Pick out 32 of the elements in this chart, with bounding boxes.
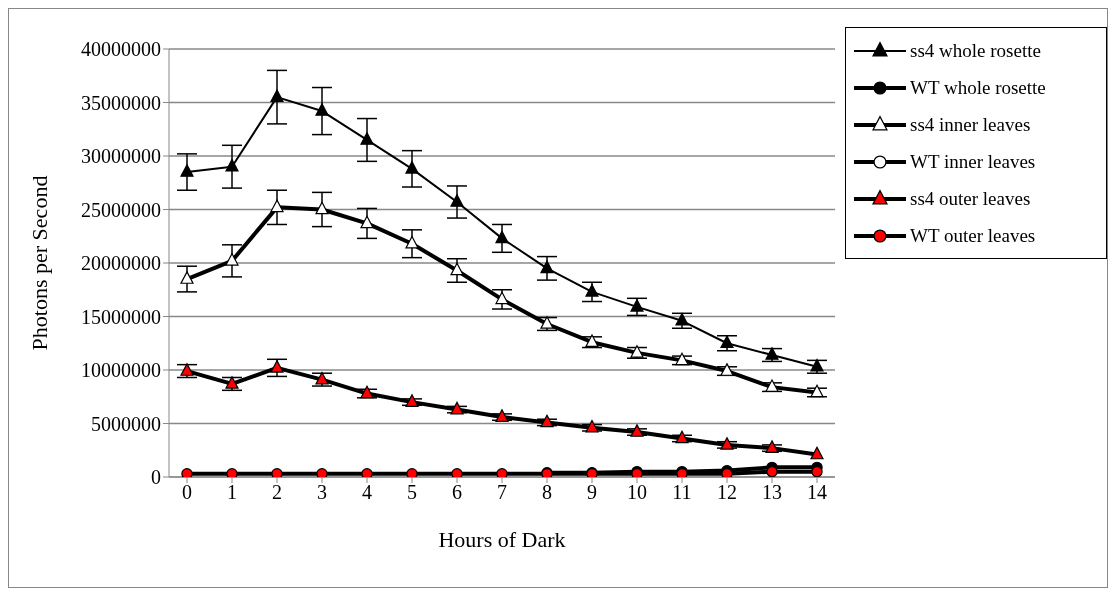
y-tick-label: 40000000 bbox=[81, 38, 161, 61]
x-tick-label: 0 bbox=[182, 481, 192, 504]
x-tick-label: 8 bbox=[542, 481, 552, 504]
legend-label: ss4 whole rosette bbox=[910, 39, 1041, 62]
x-tick-label: 11 bbox=[672, 481, 692, 504]
legend-label: ss4 inner leaves bbox=[910, 113, 1031, 136]
x-tick-label: 13 bbox=[762, 481, 782, 504]
x-tick-label: 3 bbox=[317, 481, 327, 504]
y-tick-label: 25000000 bbox=[81, 198, 161, 221]
legend-label: WT whole rosette bbox=[910, 76, 1046, 99]
y-tick-label: 10000000 bbox=[81, 359, 161, 382]
y-tick-label: 30000000 bbox=[81, 145, 161, 168]
legend-label: WT inner leaves bbox=[910, 150, 1036, 173]
legend-label: WT outer leaves bbox=[910, 224, 1036, 247]
x-tick-label: 14 bbox=[807, 481, 827, 504]
x-tick-label: 7 bbox=[497, 481, 507, 504]
x-tick-label: 2 bbox=[272, 481, 282, 504]
x-tick-label: 1 bbox=[227, 481, 237, 504]
x-tick-label: 12 bbox=[717, 481, 737, 504]
y-tick-label: 0 bbox=[151, 466, 161, 489]
x-tick-label: 6 bbox=[452, 481, 462, 504]
y-axis-title: Photons per Second bbox=[26, 175, 52, 351]
x-tick-label: 5 bbox=[407, 481, 417, 504]
y-tick-label: 35000000 bbox=[81, 91, 161, 114]
legend-label: ss4 outer leaves bbox=[910, 187, 1031, 210]
x-axis-title: Hours of Dark bbox=[438, 527, 566, 552]
x-tick-label: 10 bbox=[627, 481, 647, 504]
y-tick-label: 15000000 bbox=[81, 305, 161, 328]
x-tick-label: 9 bbox=[587, 481, 597, 504]
y-tick-label: 5000000 bbox=[91, 412, 161, 435]
y-tick-label: 20000000 bbox=[81, 252, 161, 275]
x-tick-label: 4 bbox=[362, 481, 372, 504]
